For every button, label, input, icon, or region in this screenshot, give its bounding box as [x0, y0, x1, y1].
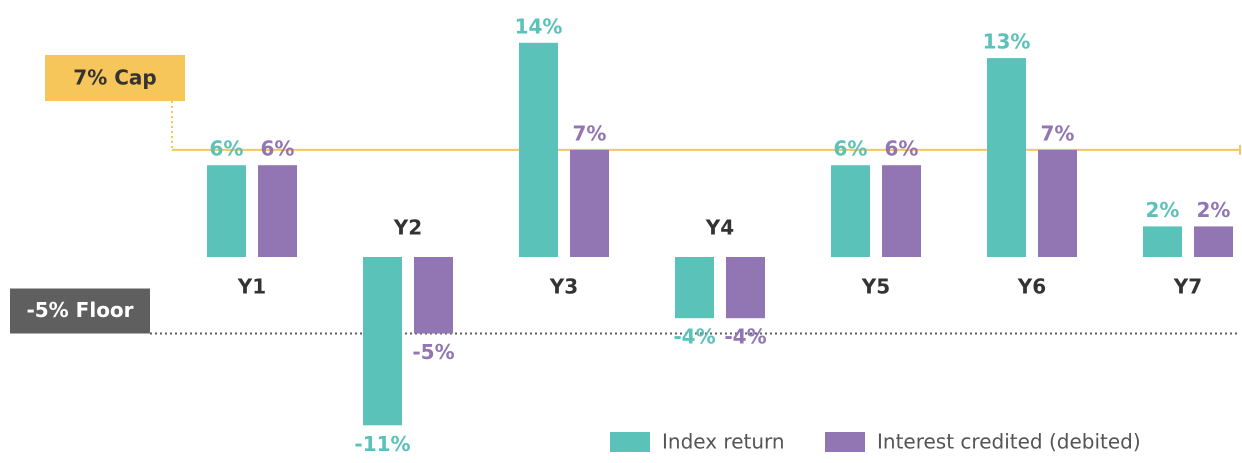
- legend-swatch: [610, 432, 650, 452]
- category-label: Y3: [549, 275, 578, 299]
- category-label: Y6: [1017, 275, 1046, 299]
- value-label: 7%: [573, 121, 607, 145]
- value-label: 2%: [1197, 198, 1231, 222]
- value-label: -5%: [412, 340, 454, 364]
- bar: [570, 149, 609, 257]
- legend-label: Index return: [662, 430, 785, 454]
- bar: [831, 165, 870, 257]
- bar: [414, 257, 453, 334]
- floor-label: -5% Floor: [26, 298, 133, 322]
- category-label: Y4: [705, 216, 734, 240]
- value-label: 13%: [983, 30, 1031, 54]
- category-label: Y5: [861, 275, 890, 299]
- legend-label: Interest credited (debited): [877, 430, 1141, 454]
- category-label: Y2: [393, 216, 422, 240]
- bar: [207, 165, 246, 257]
- floor-box: [10, 288, 150, 334]
- bar: [519, 42, 558, 257]
- bar: [1194, 226, 1233, 257]
- bar: [987, 58, 1026, 257]
- category-label: Y1: [237, 275, 266, 299]
- bar: [1143, 226, 1182, 257]
- cap-label: 7% Cap: [73, 66, 156, 90]
- value-label: 7%: [1041, 121, 1075, 145]
- value-label: 2%: [1146, 198, 1180, 222]
- bar: [363, 257, 402, 426]
- value-label: 6%: [210, 137, 244, 161]
- category-label: Y7: [1173, 275, 1202, 299]
- legend-swatch: [825, 432, 865, 452]
- bar: [1038, 149, 1077, 257]
- bar: [675, 257, 714, 319]
- value-label: 14%: [515, 14, 563, 38]
- value-label: -11%: [354, 432, 410, 456]
- value-label: 6%: [885, 137, 919, 161]
- value-label: 6%: [261, 137, 295, 161]
- bar: [726, 257, 765, 319]
- bar: [258, 165, 297, 257]
- value-label: -4%: [673, 325, 715, 349]
- value-label: 6%: [834, 137, 868, 161]
- cap-box: [45, 55, 185, 101]
- bar: [882, 165, 921, 257]
- value-label: -4%: [724, 325, 766, 349]
